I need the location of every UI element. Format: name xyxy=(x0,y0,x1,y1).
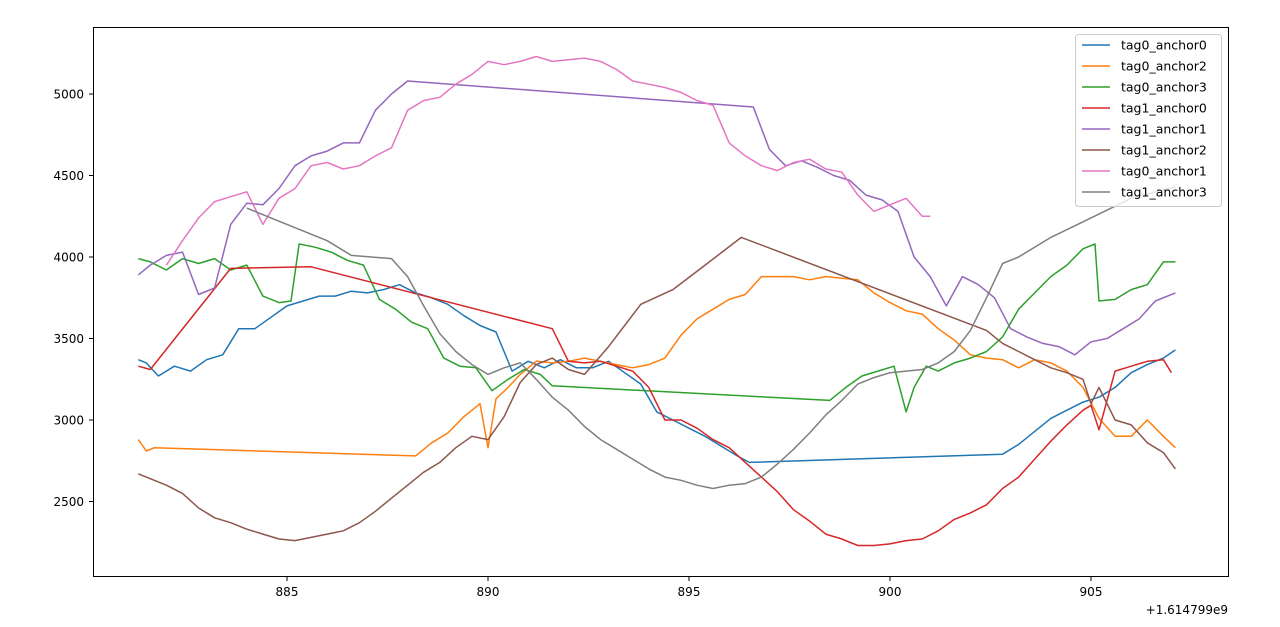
series-line-tag1-anchor2 xyxy=(138,236,1177,542)
legend-box xyxy=(1075,34,1222,207)
x-tick-label: 900 xyxy=(879,585,902,599)
legend-label: tag1_anchor1 xyxy=(1121,122,1207,137)
series-line-tag0-anchor1 xyxy=(165,55,931,266)
legend-label: tag1_anchor0 xyxy=(1121,101,1207,116)
x-tick-label: 890 xyxy=(477,585,500,599)
legend-label: tag1_anchor3 xyxy=(1121,185,1207,200)
y-tick-label: 4500 xyxy=(53,169,84,183)
series-line-tag0-anchor2 xyxy=(137,275,1176,457)
x-tick-label: 895 xyxy=(678,585,701,599)
x-axis-offset-label: +1.614799e9 xyxy=(1146,603,1228,617)
x-axis: 885 890 895 900 905 xyxy=(276,577,1103,599)
y-tick-label: 3000 xyxy=(53,414,84,428)
legend-label: tag0_anchor2 xyxy=(1121,59,1207,74)
legend-label: tag0_anchor3 xyxy=(1121,80,1207,95)
series-line-tag0-anchor3 xyxy=(138,243,1176,413)
legend: tag0_anchor0 tag0_anchor2 tag0_anchor3 tag1… xyxy=(1075,34,1222,207)
y-tick-label: 4000 xyxy=(53,251,84,265)
legend-label: tag0_anchor1 xyxy=(1121,164,1207,179)
legend-label: tag0_anchor0 xyxy=(1121,38,1207,53)
y-tick-label: 3500 xyxy=(53,332,84,346)
y-tick-label: 5000 xyxy=(53,88,84,102)
series-layer xyxy=(137,55,1177,547)
x-tick-label: 905 xyxy=(1080,585,1103,599)
y-tick-label: 2500 xyxy=(53,495,84,509)
series-line-tag1-anchor0 xyxy=(138,266,1173,547)
x-tick-label: 885 xyxy=(276,585,299,599)
series-line-tag1-anchor3 xyxy=(246,186,1176,490)
y-axis: 2500 3000 3500 4000 4500 5000 xyxy=(53,88,93,509)
legend-label: tag1_anchor2 xyxy=(1121,143,1207,158)
plot-frame xyxy=(93,27,1229,577)
